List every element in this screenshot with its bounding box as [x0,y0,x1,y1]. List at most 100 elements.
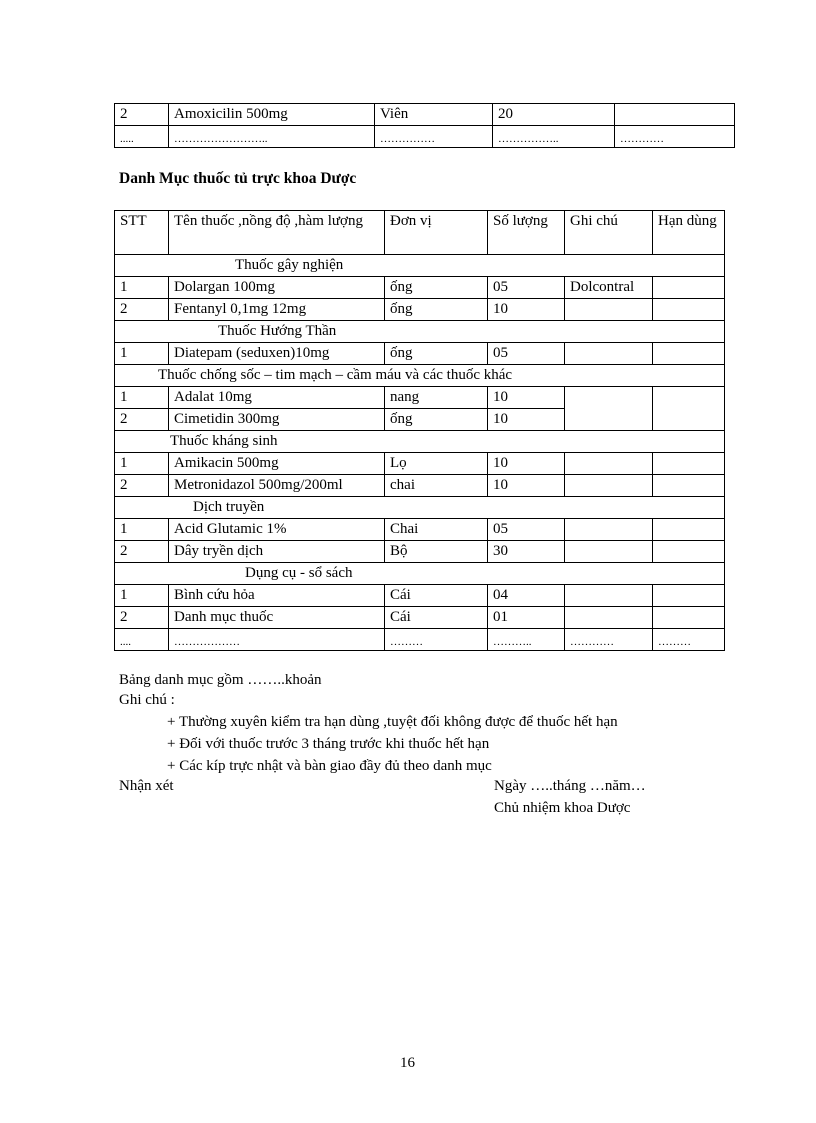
table-cell: 2 [114,540,169,563]
table-cell: .... [114,628,169,651]
table-cell: Lọ [384,452,488,475]
table-cell: …………… [374,125,493,148]
table-cell: ……………… [168,628,385,651]
table-cell [564,606,653,629]
table-row: 2 Fentanyl 0,1mg 12mg ống 10 [114,298,725,321]
table-cell: 1 [114,386,169,409]
table-cell [652,518,725,541]
table-cell: 2 [114,103,169,126]
table-cell: 2 [114,408,169,431]
table-cell: 2 [114,298,169,321]
table-cell: Bình cứu hỏa [168,584,385,607]
header-cell: Số lượng [487,210,565,255]
table-cell: Cái [384,584,488,607]
table-cell [564,298,653,321]
table-cell: 05 [487,518,565,541]
table-cell: 10 [487,298,565,321]
table-cell: Bộ [384,540,488,563]
table-cell: ống [384,342,488,365]
summary-text: Bảng danh mục gồm ……..khoản [119,672,322,688]
table-cell: 10 [487,452,565,475]
table-cell [614,103,735,126]
table-cell: ống [384,276,488,299]
table-cell: Chai [384,518,488,541]
table-cell: ………… [614,125,735,148]
table-cell: 1 [114,452,169,475]
table-cell: Adalat 10mg [168,386,385,409]
table-cell: ống [384,408,488,431]
table-cell [652,474,725,497]
section-heading: Thuốc gây nghiện [114,254,725,277]
table-cell: 05 [487,276,565,299]
header-cell: Đơn vị [384,210,488,255]
table-cell: Dolargan 100mg [168,276,385,299]
table-cell: ……… [652,628,725,651]
table-cell [564,518,653,541]
table-cell: 10 [487,474,565,497]
table-cell: 1 [114,276,169,299]
table-cell [652,606,725,629]
table-cell: 30 [487,540,565,563]
table-cell: Dây tryền dịch [168,540,385,563]
table-cell [652,584,725,607]
table-row: 1 Dolargan 100mg ống 05 Dolcontral [114,276,725,299]
table-cell [652,276,725,299]
table-cell: ……….. [487,628,565,651]
section-heading: Thuốc chống sốc – tim mạch – cầm máu và … [114,364,725,387]
table-cell: 01 [487,606,565,629]
table-cell [564,584,653,607]
table-cell: 05 [487,342,565,365]
header-cell: Ghi chú [564,210,653,255]
table-cell: 1 [114,584,169,607]
table-cell: Amoxicilin 500mg [168,103,375,126]
table-cell [564,452,653,475]
table-cell: 04 [487,584,565,607]
table-cell: 10 [487,408,565,431]
table-cell: 2 [114,474,169,497]
table-cell: Fentanyl 0,1mg 12mg [168,298,385,321]
table-cell: Cimetidin 300mg [168,408,385,431]
table-cell: ..... [114,125,169,148]
section-row: Thuốc kháng sinh [114,430,725,453]
note-label: Ghi chú : [119,692,175,708]
date-line: Ngày …..tháng …năm… [494,778,646,794]
table-cell: Diatepam (seduxen)10mg [168,342,385,365]
table-cell: Metronidazol 500mg/200ml [168,474,385,497]
table-cell: Cái [384,606,488,629]
section-heading: Thuốc Hướng Thần [114,320,725,343]
table-row: 2 Dây tryền dịch Bộ 30 [114,540,725,563]
section-heading: Dịch truyền [114,496,725,519]
table-cell: ……… [384,628,488,651]
header-cell: STT [114,210,169,255]
table-cell: Amikacin 500mg [168,452,385,475]
table-cell: 1 [114,518,169,541]
section-title: Danh Mục thuốc tủ trực khoa Dược [119,170,357,187]
table-cell [564,386,653,431]
table-cell: ………… [564,628,653,651]
table-cell: Dolcontral [564,276,653,299]
table-cell: nang [384,386,488,409]
medicine-table: STT Tên thuốc ,nồng độ ,hàm lượng Đơn vị Số… [114,210,725,651]
table-cell [652,540,725,563]
header-cell: Hạn dùng [652,210,725,255]
header-cell: Tên thuốc ,nồng độ ,hàm lượng [168,210,385,255]
section-row: Thuốc chống sốc – tim mạch – cầm máu và … [114,364,725,387]
table-cell: chai [384,474,488,497]
table-row: 2 Metronidazol 500mg/200ml chai 10 [114,474,725,497]
table-cell: …………….. [492,125,615,148]
page-number: 16 [400,1055,415,1071]
top-table: 2 Amoxicilin 500mg Viên 20.....……………………..……… [114,103,735,148]
table-row: 1 Diatepam (seduxen)10mg ống 05 [114,342,725,365]
table-row: 1 Acid Glutamic 1% Chai 05 [114,518,725,541]
table-cell: 1 [114,342,169,365]
comment-label: Nhận xét [119,778,174,794]
table-cell: ống [384,298,488,321]
note-item: + Đối với thuốc trước 3 tháng trước khi … [167,736,490,752]
table-row: 2 Danh mục thuốc Cái 01 [114,606,725,629]
table-cell: Acid Glutamic 1% [168,518,385,541]
table-cell [652,452,725,475]
table-cell [564,342,653,365]
table-cell [652,298,725,321]
table-cell [652,386,725,431]
